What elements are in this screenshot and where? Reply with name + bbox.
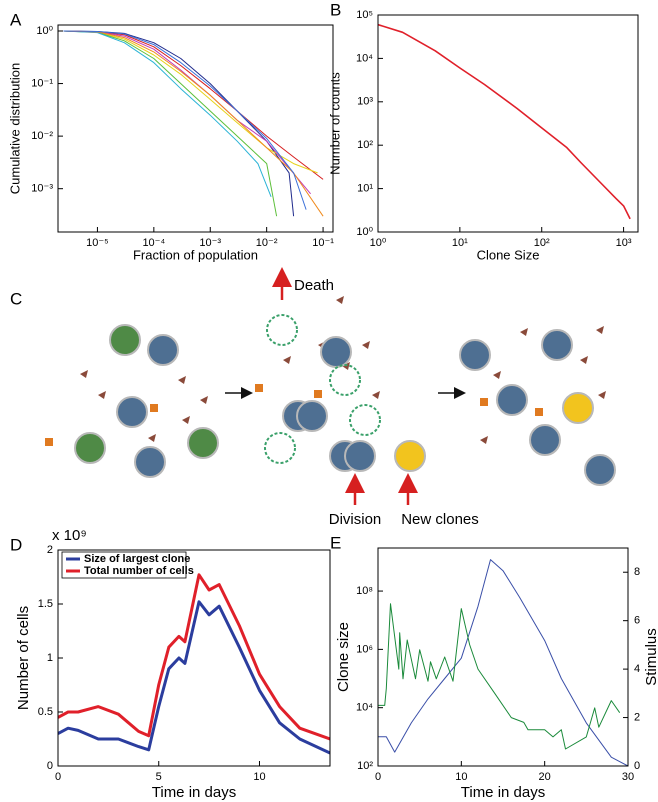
y-tick-label: 1 — [47, 652, 53, 664]
x-axis-label: Time in days — [461, 784, 545, 801]
series-line — [63, 30, 324, 180]
x-tick-label: 20 — [539, 771, 551, 783]
y-tick-label: 10⁰ — [36, 25, 53, 37]
y-tick-label: 10⁴ — [356, 52, 373, 64]
series-line — [63, 30, 311, 195]
y-multiplier: x 10⁹ — [52, 527, 87, 544]
x-tick-label: 10¹ — [452, 237, 468, 249]
panel-label: C — [10, 289, 22, 308]
series-line — [378, 23, 631, 220]
plot-frame — [377, 547, 629, 767]
x-tick-label: 10 — [253, 771, 265, 783]
legend-label: Size of largest clone — [84, 553, 190, 565]
cells-middle — [264, 314, 426, 472]
diagram-label: New clones — [401, 511, 479, 528]
x-axis-label: Time in days — [152, 784, 236, 801]
y-tick-label: 10² — [357, 760, 373, 772]
diagram-label: Death — [294, 277, 334, 294]
panel-label: E — [330, 533, 341, 552]
y-tick-label: 10⁸ — [356, 585, 373, 597]
legend-label: Total number of cells — [84, 565, 194, 577]
x-tick-label: 10² — [534, 237, 550, 249]
series-line — [63, 30, 295, 217]
x-tick-label: 10⁻⁴ — [142, 237, 165, 249]
series-line — [63, 30, 307, 210]
y-tick-label: 10⁵ — [356, 9, 373, 21]
diagram-label: Division — [329, 511, 382, 528]
cells-after — [459, 329, 616, 486]
y-tick-label: 10⁻³ — [31, 183, 53, 195]
y-tick-label: 10³ — [357, 96, 373, 108]
series-line — [63, 30, 318, 174]
y-tick-label: 10⁴ — [356, 702, 373, 714]
x-tick-label: 30 — [622, 771, 634, 783]
y-axis-label: Number of cells — [15, 606, 32, 710]
y-tick-label: 10⁻² — [31, 130, 53, 142]
y-tick-label: 0 — [47, 760, 53, 772]
y2-tick-label: 0 — [634, 760, 640, 772]
y-tick-label: 10⁰ — [356, 226, 373, 238]
y2-tick-label: 8 — [634, 566, 640, 578]
y-tick-label: 0.5 — [38, 706, 53, 718]
y-tick-label: 10⁶ — [356, 643, 373, 655]
y-tick-label: 10¹ — [357, 183, 373, 195]
y2-tick-label: 4 — [634, 663, 640, 675]
diagram: C — [10, 267, 616, 528]
x-tick-label: 10³ — [616, 237, 632, 249]
panel-label: D — [10, 535, 22, 554]
series-line — [63, 30, 278, 217]
x-tick-label: 10⁰ — [370, 237, 387, 249]
x-tick-label: 0 — [55, 771, 61, 783]
x-tick-label: 10 — [455, 771, 467, 783]
y-tick-label: 10² — [357, 139, 373, 151]
x-tick-label: 0 — [375, 771, 381, 783]
x-tick-label: 10⁻² — [256, 237, 278, 249]
series-line — [378, 559, 628, 766]
x-tick-label: 5 — [156, 771, 162, 783]
y2-tick-label: 6 — [634, 615, 640, 627]
cells-before — [74, 324, 219, 478]
y2-axis-label: Stimulus — [643, 628, 658, 686]
antigens — [80, 296, 606, 444]
legend-box — [61, 551, 187, 579]
x-axis-label: Clone Size — [477, 247, 540, 262]
y2-tick-label: 2 — [634, 711, 640, 723]
plot-frame — [377, 14, 639, 233]
y-tick-label: 10⁻¹ — [31, 77, 53, 89]
y-tick-label: 1.5 — [38, 598, 53, 610]
y-axis-label: Clone size — [335, 622, 352, 692]
panel-label: A — [10, 10, 22, 29]
plot-frame — [57, 549, 331, 767]
x-tick-label: 10⁻¹ — [312, 237, 334, 249]
x-tick-label: 10⁻³ — [199, 237, 221, 249]
series-line — [58, 573, 330, 741]
y-tick-label: 2 — [47, 544, 53, 556]
series-line — [58, 600, 330, 755]
x-tick-label: 10⁻⁵ — [86, 237, 109, 249]
y-axis-label: Cumulative distribution — [7, 63, 22, 195]
y-axis-label: Number of counts — [327, 72, 342, 175]
plot-frame — [57, 24, 334, 233]
panel-label: B — [330, 0, 341, 19]
series-line — [63, 30, 324, 217]
series-line — [63, 30, 272, 197]
x-axis-label: Fraction of population — [133, 247, 258, 262]
series-line — [378, 603, 621, 750]
